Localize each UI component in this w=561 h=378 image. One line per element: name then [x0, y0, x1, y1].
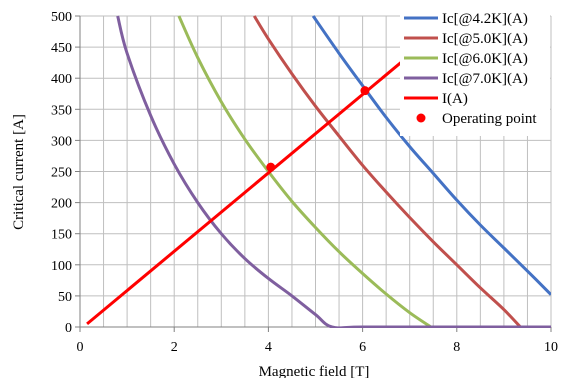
x-tick-label: 4 — [265, 340, 272, 355]
series-line-ic-7-0k-a — [116, 15, 551, 328]
y-tick-label: 300 — [51, 134, 72, 149]
operating-point-marker — [360, 86, 370, 96]
y-tick-label: 400 — [51, 72, 72, 87]
x-tick-label: 2 — [171, 340, 178, 355]
x-axis-title: Magnetic field [T] — [259, 364, 370, 378]
y-tick-label: 200 — [51, 197, 72, 212]
y-tick-label: 150 — [51, 228, 72, 243]
x-tick-label: 8 — [453, 340, 460, 355]
legend-background — [400, 6, 550, 136]
x-tick-label: 10 — [544, 340, 558, 355]
legend-label: Ic[@4.2K](A) — [442, 11, 528, 27]
operating-point-marker — [266, 162, 276, 172]
legend-label: Ic[@6.0K](A) — [442, 51, 528, 67]
legend-label: Ic[@7.0K](A) — [442, 71, 528, 87]
x-tick-label: 6 — [359, 340, 366, 355]
series-line-ic-4-2k-a — [311, 15, 551, 296]
y-tick-label: 50 — [58, 290, 72, 305]
legend: Ic[@4.2K](A) Ic[@5.0K](A) Ic[@6.0K](A) Ic[@… — [400, 6, 550, 136]
series-line-ic-6-0k-a — [177, 15, 432, 328]
legend-label: I(A) — [442, 91, 468, 107]
y-tick-label: 500 — [51, 10, 72, 25]
operating-points-layer — [266, 86, 370, 172]
series-line-ic-5-0k-a — [252, 15, 522, 328]
x-tick-label: 0 — [77, 340, 84, 355]
tick-labels: 0 50 100 150 200 250 300 350 400 450 500 0 2 4 6 8 10 — [51, 10, 558, 355]
legend-swatch-point — [416, 113, 426, 123]
y-tick-label: 450 — [51, 41, 72, 56]
y-tick-label: 350 — [51, 103, 72, 118]
y-tick-label: 250 — [51, 166, 72, 181]
y-tick-label: 0 — [65, 321, 72, 336]
y-tick-label: 100 — [51, 259, 72, 274]
legend-label: Operating point — [442, 111, 537, 127]
legend-label: Ic[@5.0K](A) — [442, 31, 528, 47]
y-axis-title: Critical current [A] — [11, 114, 27, 230]
